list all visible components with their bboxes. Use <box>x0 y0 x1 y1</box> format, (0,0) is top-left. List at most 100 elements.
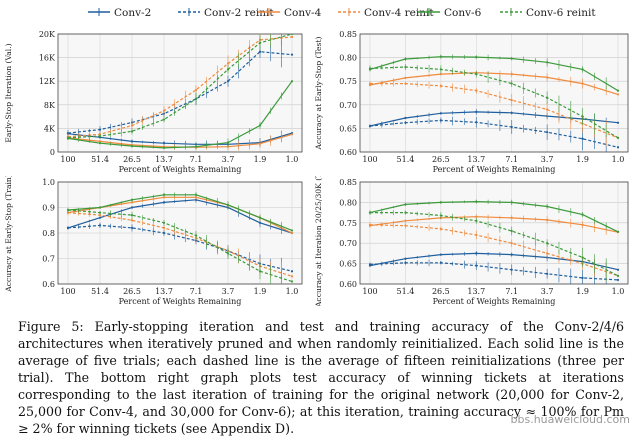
data-point <box>616 268 620 271</box>
plot-area <box>58 34 302 152</box>
data-point <box>98 216 102 219</box>
series-line <box>67 80 293 149</box>
legend-label: Conv-2 <box>114 7 151 19</box>
plot-frame <box>359 181 629 285</box>
x-tick-label: 3.7 <box>222 155 235 164</box>
data-point <box>510 201 513 204</box>
data-point <box>404 211 407 214</box>
data-point <box>130 130 134 133</box>
y-tick-label: 0.85 <box>339 30 357 39</box>
data-point <box>616 136 620 139</box>
data-point <box>258 216 262 219</box>
data-point <box>404 65 407 69</box>
data-point <box>130 201 134 204</box>
plot-area <box>360 182 628 284</box>
data-point <box>546 252 549 255</box>
data-point <box>616 230 620 233</box>
data-point <box>404 257 407 260</box>
data-point <box>546 218 549 222</box>
y-tick-label: 16K <box>39 54 56 63</box>
data-point <box>194 234 198 237</box>
data-point <box>98 214 102 217</box>
data-point <box>439 214 442 217</box>
data-point <box>162 142 166 145</box>
data-point <box>226 68 230 71</box>
data-point <box>439 261 442 264</box>
data-point <box>546 205 549 208</box>
data-point <box>581 115 584 118</box>
x-tick-label: 51.4 <box>397 287 415 296</box>
y-tick-label: 0.8 <box>42 229 55 238</box>
chart-early-stop-iteration: 0 4K 8K 12K 16K 20K 100 51.4 26.5 13.7 7.1 3.7 1.9 1.… <box>4 30 303 174</box>
data-point <box>258 50 262 53</box>
data-point <box>226 252 230 255</box>
x-axis-label: Percent of Weights Remaining <box>119 297 242 306</box>
data-point <box>162 109 166 112</box>
data-point <box>439 201 442 204</box>
data-point <box>475 56 478 59</box>
legend-label: Conv-6 reinit <box>526 7 596 19</box>
chart-legend: Conv-2 Conv-2 reinit Conv-4 Conv-4 reinit Co… <box>88 7 596 19</box>
data-point <box>98 224 102 227</box>
data-point <box>194 193 198 196</box>
series-line <box>370 212 619 277</box>
x-tick-label: 13.7 <box>467 155 485 164</box>
data-point <box>258 142 262 145</box>
series-line <box>369 224 619 277</box>
data-point <box>66 136 70 139</box>
legend-entry: Conv-4 reinit <box>338 7 434 19</box>
data-point <box>510 216 513 220</box>
y-axis-label: Accuracy at Early-Stop (Train) <box>4 176 13 293</box>
data-point <box>130 124 134 127</box>
data-point <box>368 263 372 266</box>
x-tick-label: 100 <box>362 155 377 164</box>
data-point <box>546 76 549 79</box>
series-line <box>67 194 293 231</box>
x-tick-label: 3.7 <box>222 287 235 296</box>
y-tick-label: 0.6 <box>42 280 55 289</box>
x-tick-label: 1.9 <box>254 287 267 296</box>
data-point <box>439 73 442 76</box>
legend-label: Conv-4 <box>284 7 322 19</box>
plot-area <box>360 34 628 152</box>
data-point <box>475 233 478 237</box>
data-point <box>475 215 478 218</box>
legend-entry: Conv-6 reinit <box>500 7 596 19</box>
data-point <box>162 201 166 204</box>
plot-frame <box>57 33 303 153</box>
legend-label: Conv-4 reinit <box>364 7 434 19</box>
data-point <box>98 206 102 209</box>
data-point <box>98 142 102 145</box>
series-line <box>67 36 293 138</box>
data-point <box>404 121 407 124</box>
x-tick-label: 100 <box>60 155 75 164</box>
data-point <box>510 242 513 245</box>
data-point <box>439 55 442 58</box>
plot-frame <box>359 33 629 153</box>
x-tick-label: 13.7 <box>155 287 173 296</box>
data-point <box>546 108 549 111</box>
data-point <box>226 62 230 65</box>
x-axis-label: Percent of Weights Remaining <box>119 165 242 174</box>
x-axis-label: Percent of Weights Remaining <box>433 297 556 306</box>
series-line <box>67 224 293 272</box>
y-tick-label: 0.70 <box>339 101 357 110</box>
x-tick-label: 1.9 <box>576 155 589 164</box>
x-tick-label: 1.9 <box>254 155 267 164</box>
series-line <box>369 262 619 281</box>
series-line <box>369 111 619 127</box>
data-point <box>475 89 478 92</box>
x-tick-label: 100 <box>362 287 377 296</box>
data-point <box>162 226 166 229</box>
y-tick-label: 0.65 <box>339 260 357 269</box>
data-point <box>66 208 70 212</box>
x-tick-label: 1.0 <box>286 287 299 296</box>
data-point <box>510 73 513 76</box>
data-point <box>475 252 478 255</box>
y-tick-label: 0.60 <box>339 280 357 289</box>
x-tick-label: 26.5 <box>432 287 450 296</box>
data-point <box>546 96 549 99</box>
data-point <box>290 53 294 56</box>
x-tick-label: 7.1 <box>190 155 203 164</box>
x-tick-label: 100 <box>60 287 75 296</box>
